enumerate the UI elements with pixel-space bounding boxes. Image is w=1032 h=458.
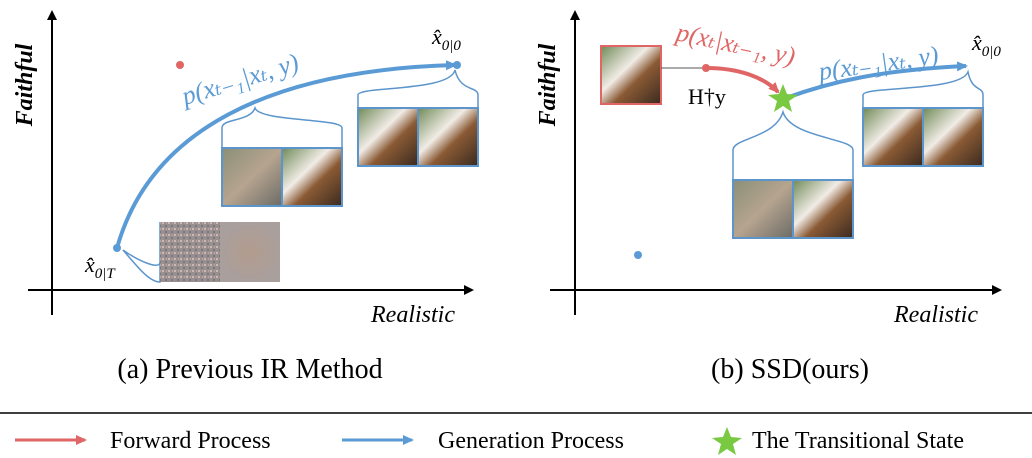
image [222,148,282,206]
end-label: x̂0|0 [431,24,461,54]
callout [222,108,342,150]
dot [113,244,121,252]
callout [863,72,983,110]
image [923,108,983,166]
y-axis-label: Faithful [535,43,561,127]
curve-label: p(xₜ₋₁|xₜ, y) [176,48,302,112]
image [220,222,280,282]
image [282,148,342,206]
image [733,180,793,238]
dot [702,64,710,72]
callout [123,222,160,282]
y-axis-label: Faithful [12,43,38,127]
image [793,180,853,238]
x-axis-label: Realistic [893,302,978,328]
dot [634,251,642,259]
figure: Faithful Realistic p(xₜ₋₁|xₜ, y) x̂0|T x… [0,0,1032,458]
input-label: H†y [688,84,726,109]
callout [733,112,853,180]
image [863,108,923,166]
end-label: x̂0|0 [971,30,1001,60]
caption: (a) Previous IR Method [117,354,382,385]
image [160,222,220,282]
forward-label: p(xₜ|xₜ₋₁, y) [672,17,798,71]
dot [453,61,461,69]
curve-label: p(xₜ₋₁|xₜ, y) [815,40,941,86]
label-sub: 0|T [95,266,117,282]
caption: (b) SSD(ours) [711,354,869,385]
callout [358,70,478,110]
image [601,46,661,104]
legend-label: Forward Process [110,428,271,454]
legend-label: The Transitional State [752,428,964,454]
label-base: x̂ [431,24,442,49]
legend-swatch [712,427,742,455]
image [418,108,478,166]
label-base: x̂ [971,30,982,55]
label-base: x̂ [84,252,95,277]
label-sub: 0|0 [442,38,462,54]
legend-label: Generation Process [438,428,624,454]
label-sub: 0|0 [982,44,1002,60]
start-label: x̂0|T [84,252,116,282]
x-axis-label: Realistic [370,302,455,328]
dot [176,61,184,69]
image [358,108,418,166]
